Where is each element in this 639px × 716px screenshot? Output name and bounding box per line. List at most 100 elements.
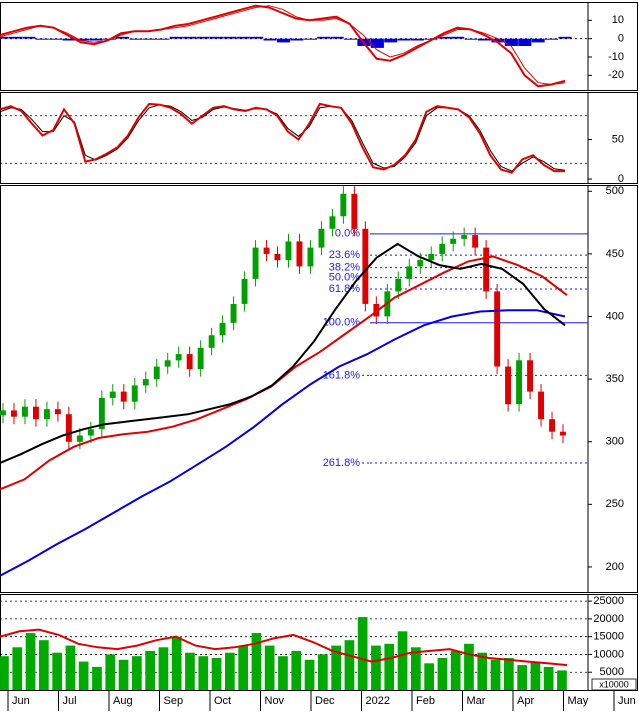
candle-body (44, 409, 50, 420)
candle-body (296, 241, 303, 267)
macd-histogram-bar (370, 38, 384, 48)
macd-histogram-bar (156, 38, 170, 40)
x-axis-tick-label: Nov (265, 695, 285, 707)
candle-body (219, 322, 226, 336)
volume-bar (424, 663, 434, 690)
volume-bar (304, 659, 315, 690)
candle-body (538, 391, 544, 420)
macd-ytick-label: 10 (612, 14, 624, 26)
macd-histogram-bar (89, 38, 103, 41)
candle-body (505, 366, 511, 405)
volume-ytick-label: 25000 (593, 595, 624, 607)
macd-histogram-bar (451, 36, 465, 39)
macd-histogram-bar (49, 38, 63, 40)
candle-body (0, 410, 6, 416)
candle-body (22, 406, 28, 417)
volume-bar (490, 659, 501, 690)
candle-body (516, 360, 522, 405)
macd-histogram-bar (464, 38, 478, 40)
x-axis-tick-label: Sep (164, 695, 184, 707)
volume-bar (291, 650, 302, 690)
macd-histogram-bar (491, 38, 505, 43)
macd-histogram-bar (183, 36, 197, 39)
macd-histogram-bar (35, 38, 49, 40)
volume-bar (543, 666, 554, 690)
price-ytick-label: 350 (606, 373, 624, 385)
volume-bar (158, 647, 169, 690)
volume-bar (198, 656, 209, 690)
volume-bar (504, 658, 514, 690)
x-axis-tick-label: Aug (113, 695, 133, 707)
candle-body (186, 354, 193, 370)
volume-bar (384, 643, 395, 690)
ma-short-line (0, 242, 566, 464)
candle-body (494, 291, 501, 367)
volume-bar (145, 650, 155, 690)
x-axis-tick-label: Dec (315, 695, 335, 707)
volume-bar (557, 670, 567, 690)
x-axis-tick-label: May (568, 695, 589, 707)
volume-bar (344, 640, 355, 690)
price-ytick-label: 300 (606, 436, 624, 448)
volume-ma-line (0, 628, 568, 667)
candle-body (131, 385, 138, 402)
macd-histogram-bar (545, 38, 559, 40)
candle-body (208, 335, 215, 348)
macd-histogram-bar (397, 38, 411, 41)
candle-body (76, 435, 83, 442)
price-ytick-label: 500 (606, 185, 624, 197)
volume-bar (171, 636, 182, 690)
macd-histogram-bar (129, 38, 143, 40)
volume-bar (530, 661, 541, 690)
macd-histogram-bar (504, 38, 518, 46)
candle-body (33, 406, 39, 420)
volume-ytick-label: 15000 (593, 631, 624, 643)
fibonacci-label: 100.0% (323, 317, 361, 329)
macd-histogram-bar (236, 36, 250, 39)
volume-ytick-label: 20000 (593, 613, 624, 625)
x-axis-tick-label: 2022 (366, 695, 390, 707)
stochastic-k-line (0, 102, 565, 174)
price-ytick-label: 200 (606, 561, 624, 573)
fibonacci-label: 38.2% (329, 262, 360, 274)
fibonacci-label: 161.8% (323, 369, 361, 381)
volume-bar (78, 661, 89, 690)
macd-ytick-label: 0 (618, 33, 624, 45)
candle-body (472, 235, 479, 248)
x-axis-tick-label: Jul (63, 695, 77, 707)
ma-long-line (0, 309, 566, 577)
macd-histogram-bar (290, 38, 304, 41)
macd-histogram-bar (142, 38, 156, 40)
fibonacci-label: 0.0% (335, 228, 360, 240)
macd-histogram-bar (411, 38, 425, 41)
volume-bar (185, 652, 195, 690)
x-axis-tick-label: Apr (517, 695, 534, 707)
volume-bar (450, 650, 461, 690)
volume-bar (278, 656, 288, 690)
macd-line (0, 4, 566, 88)
volume-bar (238, 645, 248, 690)
stochastic-panel-frame (0, 92, 638, 184)
volume-ytick-label: 10000 (593, 648, 624, 660)
macd-panel-frame (0, 2, 638, 91)
candle-body (109, 391, 116, 398)
fibonacci-label: 61.8% (329, 283, 360, 295)
fibonacci-label: 50.0% (329, 272, 360, 284)
volume-bar (264, 645, 275, 690)
macd-histogram-bar (196, 36, 210, 39)
volume-unit-label: x10000 (599, 679, 629, 689)
candle-body (307, 247, 314, 267)
candle-body (340, 193, 347, 217)
candle-body (87, 429, 94, 436)
macd-histogram-bar (518, 38, 532, 46)
volume-bar (318, 654, 328, 690)
macd-histogram-bar (169, 36, 183, 39)
volume-bar (397, 631, 408, 690)
fibonacci-label: 261.8% (323, 457, 361, 469)
macd-histogram-bar (437, 36, 451, 39)
macd-histogram-bar (223, 36, 237, 39)
macd-signal-line (0, 5, 566, 86)
candle-body (560, 431, 566, 436)
macd-histogram-bar (22, 36, 36, 39)
candle-body (439, 243, 446, 254)
